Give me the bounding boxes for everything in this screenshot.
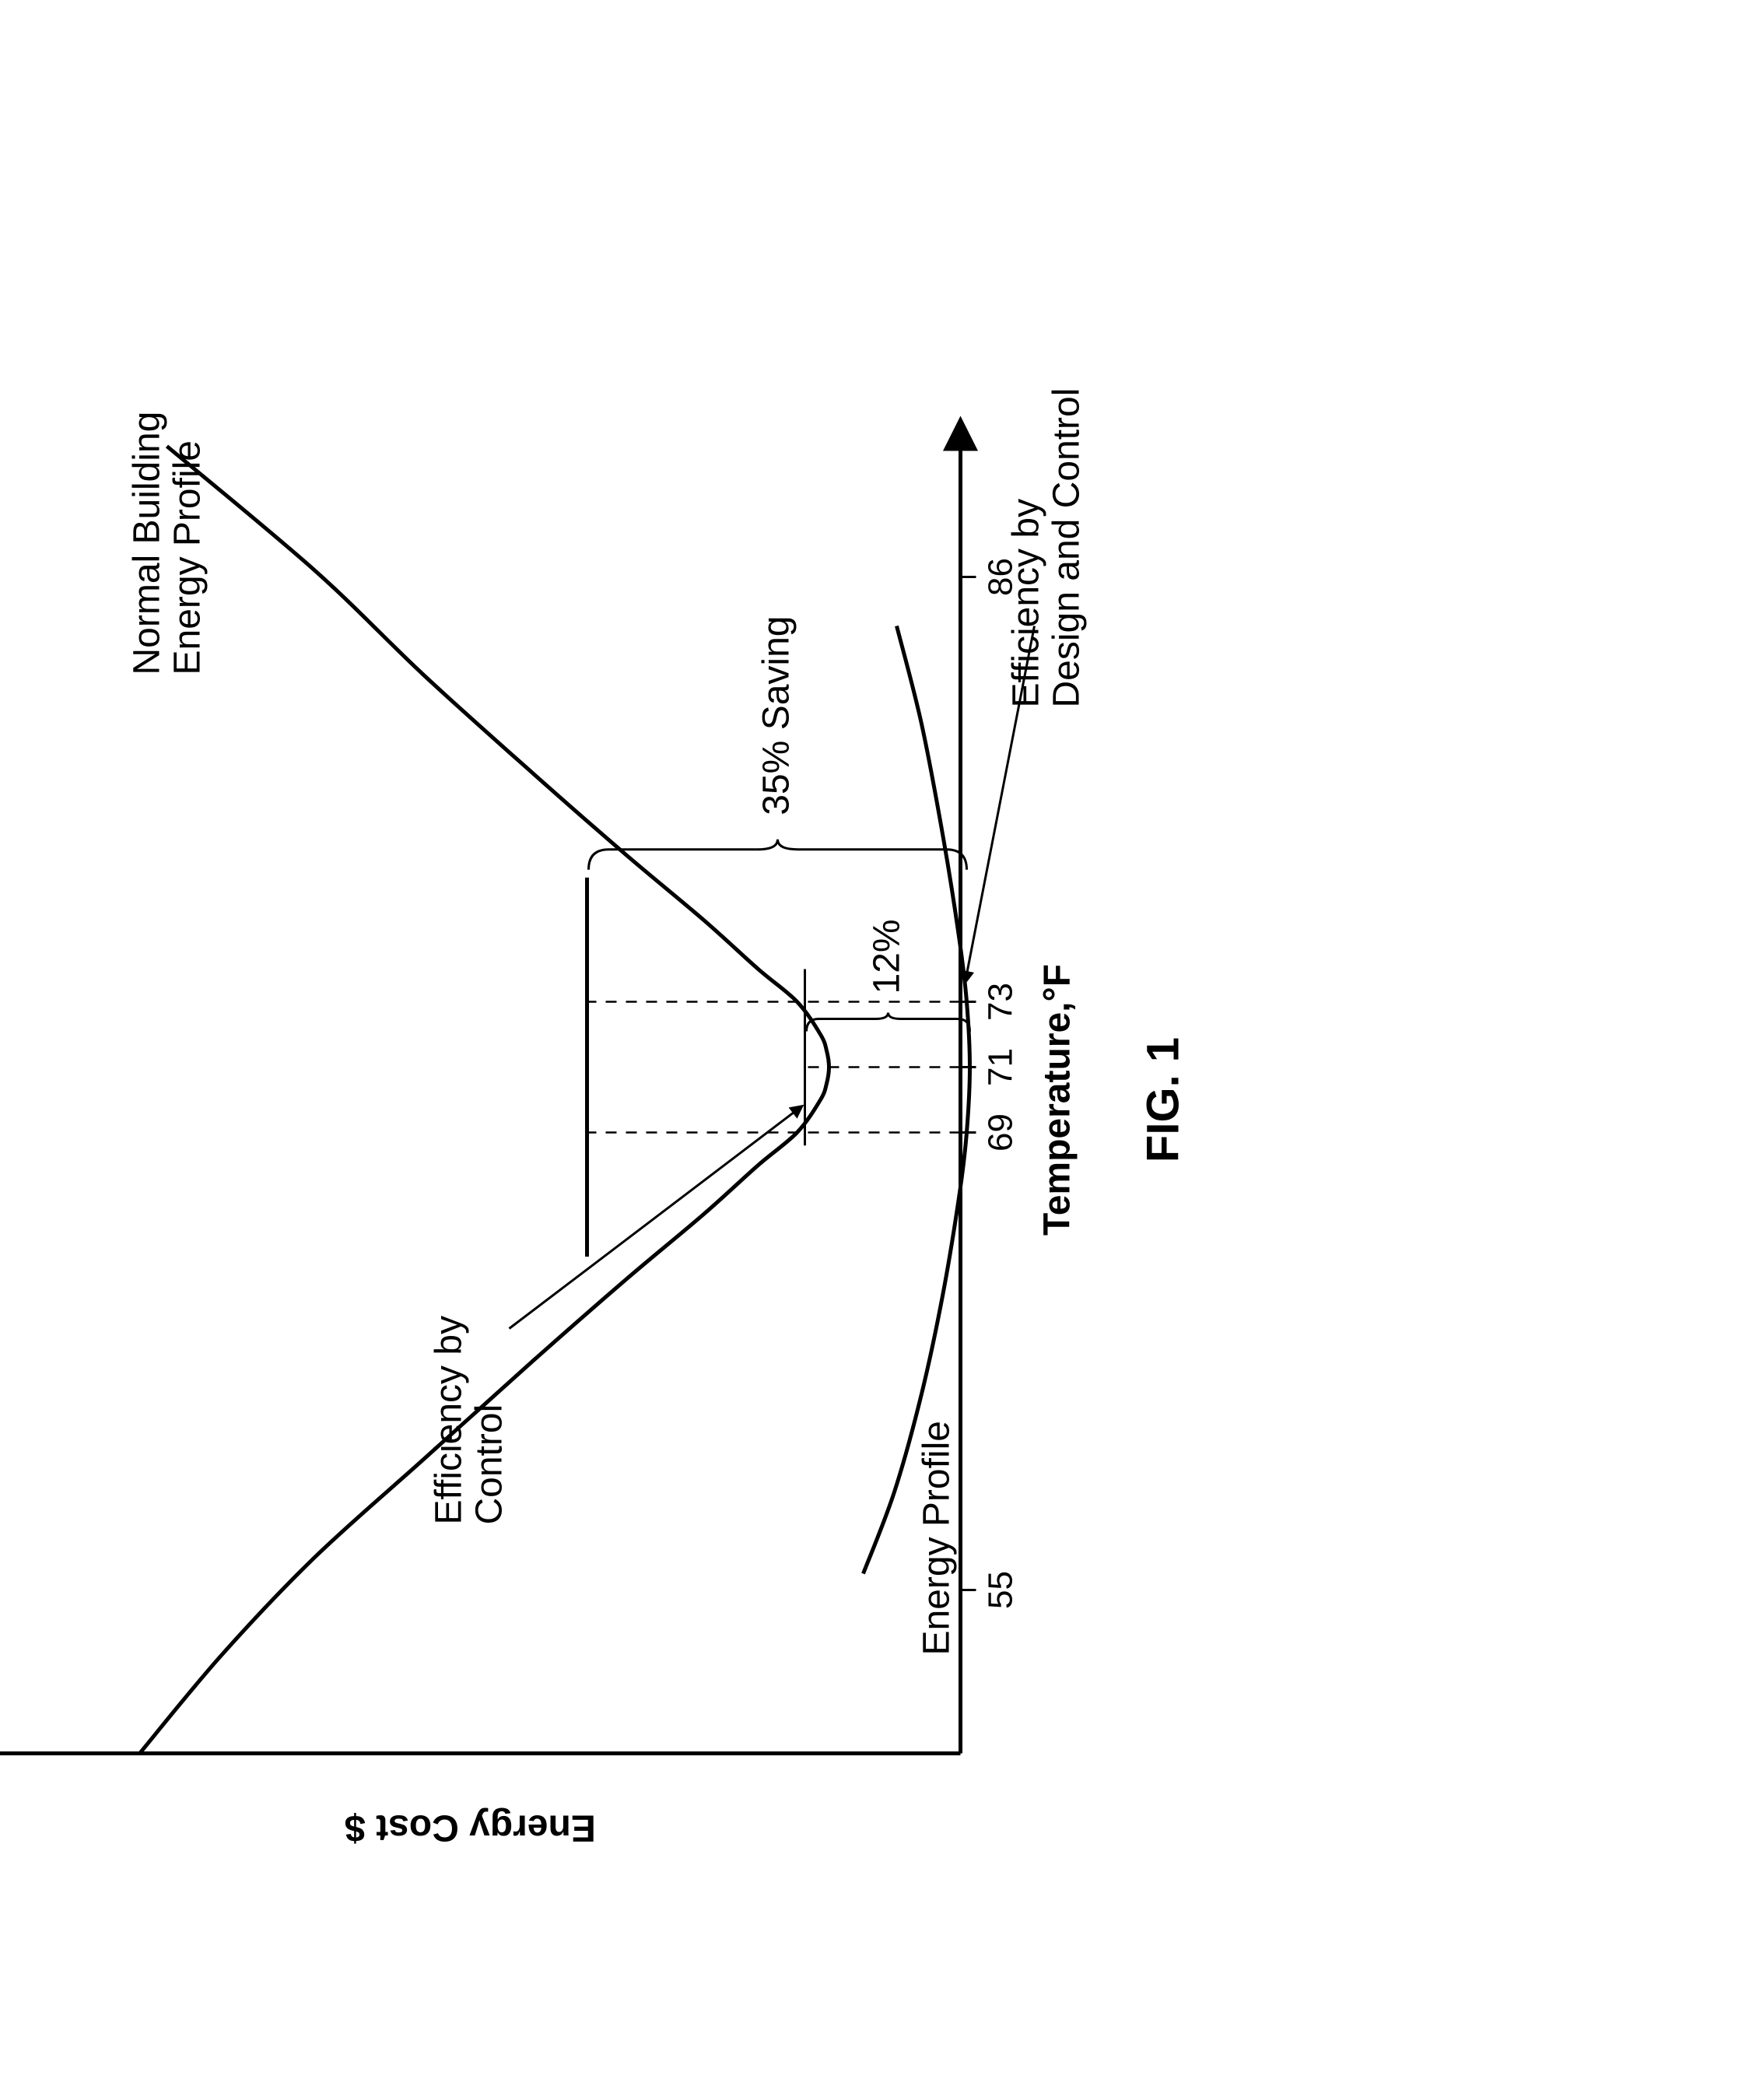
brace-35 bbox=[589, 840, 967, 870]
label-normal-building: Normal BuildingEnergy Profile bbox=[127, 412, 209, 675]
figure-svg: 556971738635% Saving12%Normal BuildingEn… bbox=[0, 0, 1749, 2100]
figure-caption: FIG. 1 bbox=[1138, 1037, 1189, 1162]
label-energy-profile: Energy Profile bbox=[917, 1421, 958, 1655]
x-axis-title: Temperature,°F bbox=[1037, 964, 1078, 1236]
x-tick-label: 71 bbox=[982, 1048, 1020, 1086]
label-eff-by-design: Efficiency byDesign and Control bbox=[1006, 388, 1088, 708]
figure-container: 556971738635% Saving12%Normal BuildingEn… bbox=[0, 0, 1749, 2100]
y-axis-title: Energy Cost $ bbox=[345, 1807, 596, 1849]
brace-12 bbox=[807, 1013, 970, 1032]
x-tick-label: 55 bbox=[982, 1571, 1020, 1609]
curve-normal-building bbox=[140, 447, 829, 1754]
label-35-saving: 35% Saving bbox=[756, 616, 797, 815]
pointer-arrow bbox=[510, 1106, 802, 1329]
label-12: 12% bbox=[867, 919, 908, 994]
label-eff-by-control: Efficiency byControl bbox=[429, 1316, 510, 1525]
x-tick-label: 73 bbox=[982, 983, 1020, 1021]
x-tick-label: 69 bbox=[982, 1113, 1020, 1152]
